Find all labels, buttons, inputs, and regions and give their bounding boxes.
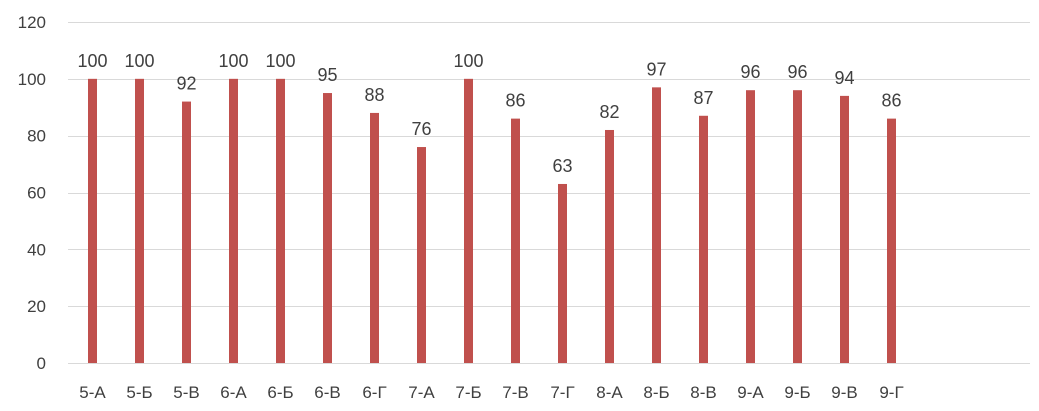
x-tick-label: 9-А <box>737 383 764 402</box>
bars <box>88 78 896 364</box>
y-tick-label: 20 <box>27 297 46 316</box>
y-tick-label: 60 <box>27 184 46 203</box>
bar <box>558 183 567 363</box>
data-label: 63 <box>552 156 572 176</box>
x-tick-label: 8-А <box>596 383 623 402</box>
data-label: 100 <box>77 51 107 71</box>
bar <box>511 118 520 363</box>
bar <box>229 78 238 363</box>
y-tick-label: 80 <box>27 127 46 146</box>
x-tick-label: 7-Г <box>550 383 574 402</box>
x-tick-label: 6-Г <box>362 383 386 402</box>
x-tick-label: 9-Б <box>784 383 810 402</box>
data-label: 95 <box>317 65 337 85</box>
data-label: 82 <box>599 102 619 122</box>
bar <box>323 93 332 364</box>
data-labels: 100 100 92 100 100 95 88 76 100 86 63 82 97 87 96 96 94 8… <box>77 51 901 176</box>
x-axis-tick-labels: 5-А 5-Б 5-В 6-А 6-Б 6-В 6-Г 7-А 7-Б 7-В 7-Г 8-А 8-Б 8… <box>79 383 903 402</box>
x-tick-label: 9-В <box>831 383 857 402</box>
bar <box>887 118 896 363</box>
bar <box>88 78 97 363</box>
bar <box>652 87 661 363</box>
bar <box>276 78 285 363</box>
bar <box>793 90 802 363</box>
bar <box>135 78 144 363</box>
bar <box>699 115 708 364</box>
bar <box>182 101 191 364</box>
y-axis-tick-labels: 0 20 40 60 80 100 120 <box>18 13 46 373</box>
x-tick-label: 6-В <box>314 383 340 402</box>
bar <box>464 78 473 363</box>
data-label: 100 <box>453 51 483 71</box>
bar <box>370 112 379 363</box>
gridlines <box>68 22 1030 364</box>
data-label: 100 <box>124 51 154 71</box>
y-tick-label: 100 <box>18 70 46 89</box>
data-label: 100 <box>218 51 248 71</box>
data-label: 97 <box>646 59 666 79</box>
x-tick-label: 7-А <box>408 383 435 402</box>
x-tick-label: 6-Б <box>267 383 293 402</box>
x-tick-label: 5-А <box>79 383 106 402</box>
data-label: 100 <box>265 51 295 71</box>
x-tick-label: 9-Г <box>879 383 903 402</box>
x-tick-label: 6-А <box>220 383 247 402</box>
data-label: 94 <box>834 68 854 88</box>
x-tick-label: 7-Б <box>455 383 481 402</box>
data-label: 92 <box>176 74 196 94</box>
data-label: 88 <box>364 85 384 105</box>
data-label: 96 <box>740 62 760 82</box>
y-tick-label: 0 <box>37 354 46 373</box>
data-label: 87 <box>693 88 713 108</box>
x-tick-label: 5-Б <box>126 383 152 402</box>
x-tick-label: 8-Б <box>643 383 669 402</box>
bar <box>605 129 614 363</box>
bar <box>417 147 426 363</box>
x-tick-label: 8-В <box>690 383 716 402</box>
data-label: 76 <box>411 119 431 139</box>
x-tick-label: 7-В <box>502 383 528 402</box>
data-label: 86 <box>505 91 525 111</box>
y-tick-label: 120 <box>18 13 46 32</box>
bar <box>746 90 755 363</box>
x-tick-label: 5-В <box>173 383 199 402</box>
data-label: 86 <box>881 91 901 111</box>
data-label: 96 <box>787 62 807 82</box>
y-tick-label: 40 <box>27 240 46 259</box>
bar <box>840 95 849 363</box>
